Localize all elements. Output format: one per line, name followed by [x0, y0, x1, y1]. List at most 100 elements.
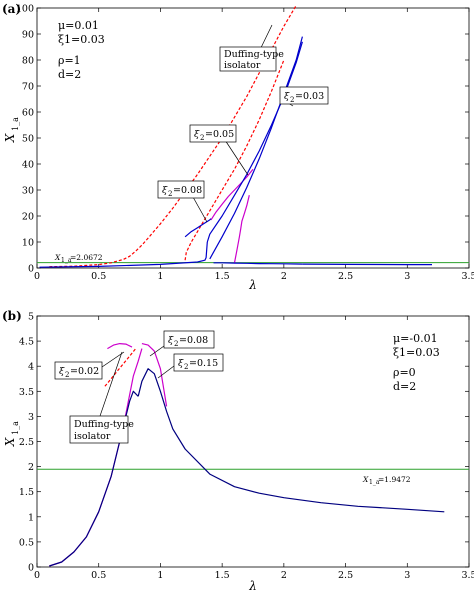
x-tick-label: 3	[404, 271, 410, 282]
series-line-8	[206, 41, 303, 243]
x-tick-label: 1	[157, 271, 163, 282]
y-tick-label: 0	[28, 264, 34, 275]
panel-a-series	[39, 5, 432, 268]
y-tick-label: 2	[28, 462, 34, 473]
panel-a-y-axis-label: X 1_a	[3, 117, 20, 143]
x-tick-label: 2	[281, 271, 287, 282]
panel-a-ylabel-sub: 1_a	[11, 117, 20, 131]
x-tick-label: 2.5	[338, 271, 353, 282]
panel-a-xi2-003-sub: 2	[290, 96, 294, 104]
panel-a-xi2-003-val: =0.03	[295, 91, 324, 102]
x-tick-label: 1.5	[215, 570, 230, 581]
panel-a-x-axis-label: λ	[248, 278, 257, 292]
x-tick-label: 3.5	[461, 570, 474, 581]
y-tick-label: 4.5	[19, 337, 34, 348]
series-line-5	[184, 218, 212, 238]
panel-b-xi2-015-box	[173, 353, 224, 372]
y-tick-label: 5	[28, 312, 34, 323]
y-tick-label: 100	[16, 4, 34, 15]
panel-b-label: (b)	[2, 309, 22, 323]
panel-b-xi2-015-val: =0.15	[189, 358, 218, 369]
panel-b-ylabel-sub: 1_a	[11, 421, 20, 435]
panel-b-param-xi1: ξ1=0.03	[393, 346, 440, 359]
panel-a-param-rho: ρ=1	[58, 54, 81, 67]
series-line-7	[209, 36, 303, 260]
y-tick-label: 90	[22, 30, 34, 41]
panel-a-duffing-line1: Duffing-type	[224, 49, 284, 60]
panel-a: (a) 0 0.5 1 1.5 2 2.5 3 3.5 0 10 20 30 40 50 60 70 80 90…	[2, 2, 474, 292]
panel-b-xi2-002-box	[54, 361, 103, 380]
x-tick-label: 0.5	[91, 570, 106, 581]
panel-a-xi2-005-leader	[224, 139, 249, 176]
panel-b-ref-main: X	[362, 475, 369, 484]
x-tick-label: 2.5	[338, 570, 353, 581]
panel-b-ref-sub: 1_a	[369, 479, 380, 486]
panel-b-xi2-002-sym: ξ	[59, 366, 65, 377]
panel-a-param-mu: μ=0.01	[58, 19, 99, 32]
y-tick-label: 4	[28, 362, 34, 373]
panel-b-xi2-002-sub: 2	[65, 371, 69, 379]
panel-b-duffing-leader	[99, 351, 123, 417]
y-tick-label: 0	[28, 563, 34, 574]
panel-b-duffing-line1: Duffing-type	[74, 419, 134, 430]
y-tick-label: 10	[22, 238, 34, 249]
x-tick-label: 0.5	[91, 271, 106, 282]
panel-a-xi2-005-val: =0.05	[205, 129, 234, 140]
panel-a-xi2-005-sub: 2	[200, 134, 204, 142]
panel-b-xi2-002-leader	[101, 351, 125, 368]
panel-a-xi2-008-leader	[192, 196, 208, 223]
panel-b-duffing-annotation: Duffing-type isolator	[69, 351, 134, 444]
panel-a-ref-main: X	[54, 253, 61, 262]
series-line-2	[141, 343, 168, 407]
panel-a-xi2-003-sym: ξ	[284, 91, 290, 102]
panel-b-xi2-008-annotation: ξ 2 =0.08	[149, 330, 215, 357]
panel-b-xi2-015-leader	[157, 365, 175, 379]
y-tick-label: 3	[28, 412, 34, 423]
panel-b-xi2-008-sub: 2	[174, 340, 178, 348]
panel-a-ref-rest: =2.0672	[70, 253, 103, 262]
y-tick-label: 50	[22, 134, 34, 145]
y-tick-label: 30	[22, 186, 34, 197]
y-tick-label: 1.5	[19, 487, 34, 498]
series-line-1	[184, 59, 285, 261]
y-tick-label: 3.5	[19, 387, 34, 398]
y-tick-label: 0.5	[19, 537, 34, 548]
series-line-9	[302, 263, 432, 266]
panel-a-xi2-008-sym: ξ	[162, 185, 168, 196]
panel-a-ref-sub: 1_a	[61, 257, 72, 264]
series-line-4	[39, 241, 208, 268]
panel-a-duffing-box	[219, 46, 277, 72]
x-tick-label: 0	[34, 570, 40, 581]
panel-b-param-mu: μ=-0.01	[393, 332, 438, 345]
series-line-3	[107, 343, 133, 350]
panel-b-series	[49, 343, 445, 567]
panel-b-xi2-008-box	[163, 330, 215, 349]
panel-b-xi2-008-leader	[149, 345, 165, 357]
panel-a-xi2-008-val: =0.08	[173, 185, 202, 196]
y-tick-label: 70	[22, 82, 34, 93]
panel-a-param-d: d=2	[58, 68, 81, 81]
panel-b-reference-label: X 1_a =1.9472	[362, 475, 411, 486]
panel-b-xi2-002-val: =0.02	[70, 366, 99, 377]
x-tick-label: 3.5	[461, 271, 474, 282]
panel-b-xi2-015-sub: 2	[184, 363, 188, 371]
series-line-4	[49, 390, 139, 567]
y-tick-label: 20	[22, 212, 34, 223]
panel-b-y-ticks: 0 0.5 1 1.5 2 2.5 3 3.5 4 4.5 5	[19, 312, 469, 574]
panel-a-duffing-line2: isolator	[224, 60, 261, 71]
y-tick-label: 1	[28, 512, 34, 523]
panel-a-xi2-005-annotation: ξ 2 =0.05	[189, 124, 249, 176]
panel-a-xi2-008-sub: 2	[168, 190, 172, 198]
x-tick-label: 0	[34, 271, 40, 282]
x-tick-label: 1	[157, 570, 163, 581]
series-line-3	[210, 168, 254, 221]
series-line-0	[104, 348, 137, 387]
y-tick-label: 40	[22, 160, 34, 171]
panel-a-y-ticks: 0 10 20 30 40 50 60 70 80 90 100	[16, 4, 469, 275]
series-line-5	[137, 368, 445, 513]
panel-a-xi2-003-box	[279, 86, 329, 105]
panel-b-duffing-box	[69, 415, 129, 444]
panel-b-ylabel-main: X	[3, 437, 17, 447]
series-line-1	[49, 348, 143, 567]
